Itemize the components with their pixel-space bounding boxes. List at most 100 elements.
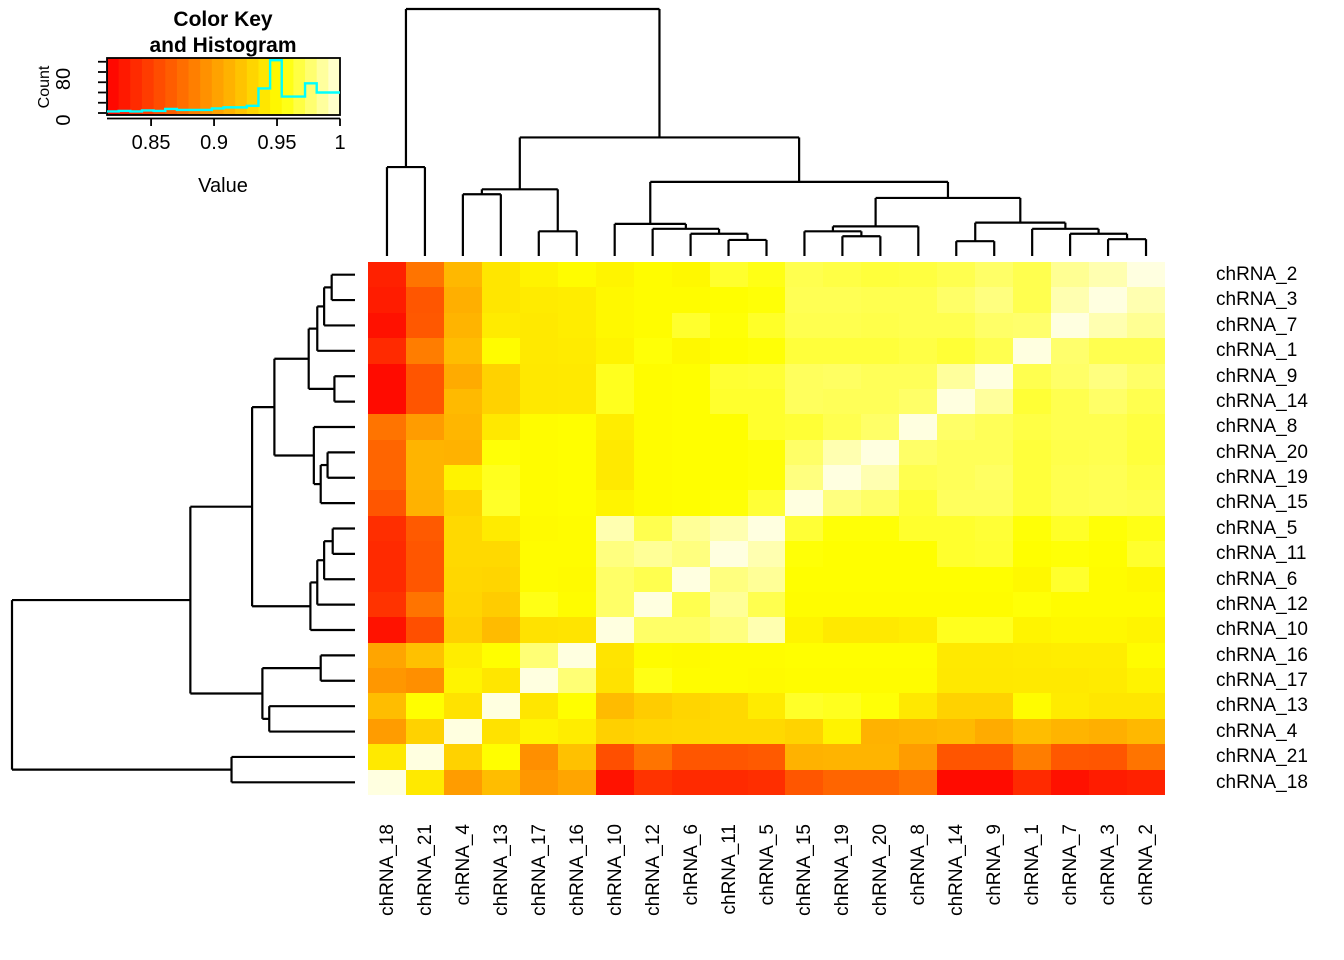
heatmap-cell (709, 490, 748, 516)
heatmap-cell (899, 541, 938, 567)
heatmap-cell (519, 769, 558, 795)
heatmap-cell (671, 338, 710, 364)
heatmap-cell (443, 338, 482, 364)
heatmap-cell (747, 363, 786, 389)
col-label: chRNA_2 (1136, 824, 1158, 906)
heatmap-cell (709, 541, 748, 567)
heatmap-cell (975, 668, 1014, 694)
heatmap-cell (443, 363, 482, 389)
row-labels: chRNA_2 chRNA_3 chRNA_7 chRNA_1 chRNA_9 chRNA… (1216, 262, 1344, 795)
heatmap-cell (709, 414, 748, 440)
heatmap-cell (747, 617, 786, 643)
heatmap-cell (975, 617, 1014, 643)
heatmap-cell (975, 744, 1014, 770)
heatmap-cell (899, 465, 938, 491)
heatmap-cell (405, 388, 444, 415)
heatmap-cell (633, 287, 672, 313)
heatmap-cell (481, 465, 520, 491)
heatmap-cell (1127, 388, 1165, 415)
heatmap-cell (368, 769, 406, 795)
heatmap-cell (709, 591, 748, 618)
heatmap-cell (519, 668, 558, 694)
heatmap-cell (519, 287, 558, 313)
heatmap-cell (481, 287, 520, 313)
heatmap-cell (861, 566, 900, 592)
heatmap-cell (861, 414, 900, 440)
heatmap-cell (481, 693, 520, 719)
heatmap-cell (1089, 769, 1128, 795)
heatmap-cell (937, 617, 976, 643)
heatmap-cell (595, 668, 634, 694)
heatmap-cell (861, 617, 900, 643)
heatmap-cell (1127, 465, 1165, 491)
heatmap-cell (519, 414, 558, 440)
heatmap-cell (595, 566, 634, 592)
heatmap-cell (747, 718, 786, 745)
col-label: chRNA_1 (1022, 824, 1044, 906)
heatmap-cell (519, 465, 558, 491)
heatmap-cell (1089, 566, 1128, 592)
heatmap-cell (899, 515, 938, 542)
heatmap-cell (1089, 617, 1128, 643)
heatmap-cell (747, 439, 786, 466)
heatmap-cell (405, 363, 444, 389)
heatmap-cell (519, 718, 558, 745)
heatmap-cell (519, 262, 558, 288)
heatmap-cell (937, 744, 976, 770)
heatmap-cell (1051, 591, 1090, 618)
heatmap-cell (709, 363, 748, 389)
heatmap-cell (1013, 668, 1052, 694)
heatmap-cell (633, 769, 672, 795)
heatmap-cell (709, 668, 748, 694)
heatmap-cell (557, 338, 596, 364)
heatmap-cell (937, 541, 976, 567)
heatmap-cell (823, 744, 862, 770)
heatmap-cell (747, 566, 786, 592)
heatmap-cell (443, 465, 482, 491)
heatmap-cell (1013, 541, 1052, 567)
heatmap-cell (671, 515, 710, 542)
heatmap-cell (1089, 363, 1128, 389)
heatmap-cell (595, 744, 634, 770)
heatmap-cell (481, 338, 520, 364)
heatmap-cell (1127, 490, 1165, 516)
heatmap-cell (1051, 668, 1090, 694)
row-label: chRNA_17 (1216, 670, 1308, 692)
heatmap-cell (557, 515, 596, 542)
heatmap-cell (861, 490, 900, 516)
heatmap-cell (595, 262, 634, 288)
heatmap-cell (1089, 312, 1128, 339)
heatmap-cell (557, 262, 596, 288)
heatmap-cell (633, 439, 672, 466)
row-label: chRNA_20 (1216, 441, 1308, 463)
heatmap-cell (1051, 566, 1090, 592)
heatmap-cell (937, 262, 976, 288)
heatmap-cell (671, 769, 710, 795)
heatmap-cell (785, 388, 824, 415)
heatmap-cell (405, 668, 444, 694)
heatmap-cell (595, 363, 634, 389)
heatmap-cell (405, 591, 444, 618)
heatmap-cell (1013, 591, 1052, 618)
heatmap-cell (861, 591, 900, 618)
heatmap-cell (1051, 414, 1090, 440)
color-key-histogram (107, 59, 340, 113)
heatmap-cell (785, 287, 824, 313)
heatmap-cell (633, 591, 672, 618)
heatmap-cell (861, 668, 900, 694)
heatmap-cell (595, 312, 634, 339)
heatmap-cell (1127, 591, 1165, 618)
heatmap-cell (443, 414, 482, 440)
heatmap-cell (823, 388, 862, 415)
heatmap-cell (747, 744, 786, 770)
heatmap-cell (861, 338, 900, 364)
heatmap-cell (595, 465, 634, 491)
heatmap-cell (899, 312, 938, 339)
heatmap-cell (899, 287, 938, 313)
heatmap-cell (557, 642, 596, 669)
heatmap-cell (861, 465, 900, 491)
row-dendrogram (10, 273, 355, 784)
heatmap-cell (405, 642, 444, 669)
heatmap-cell (405, 744, 444, 770)
